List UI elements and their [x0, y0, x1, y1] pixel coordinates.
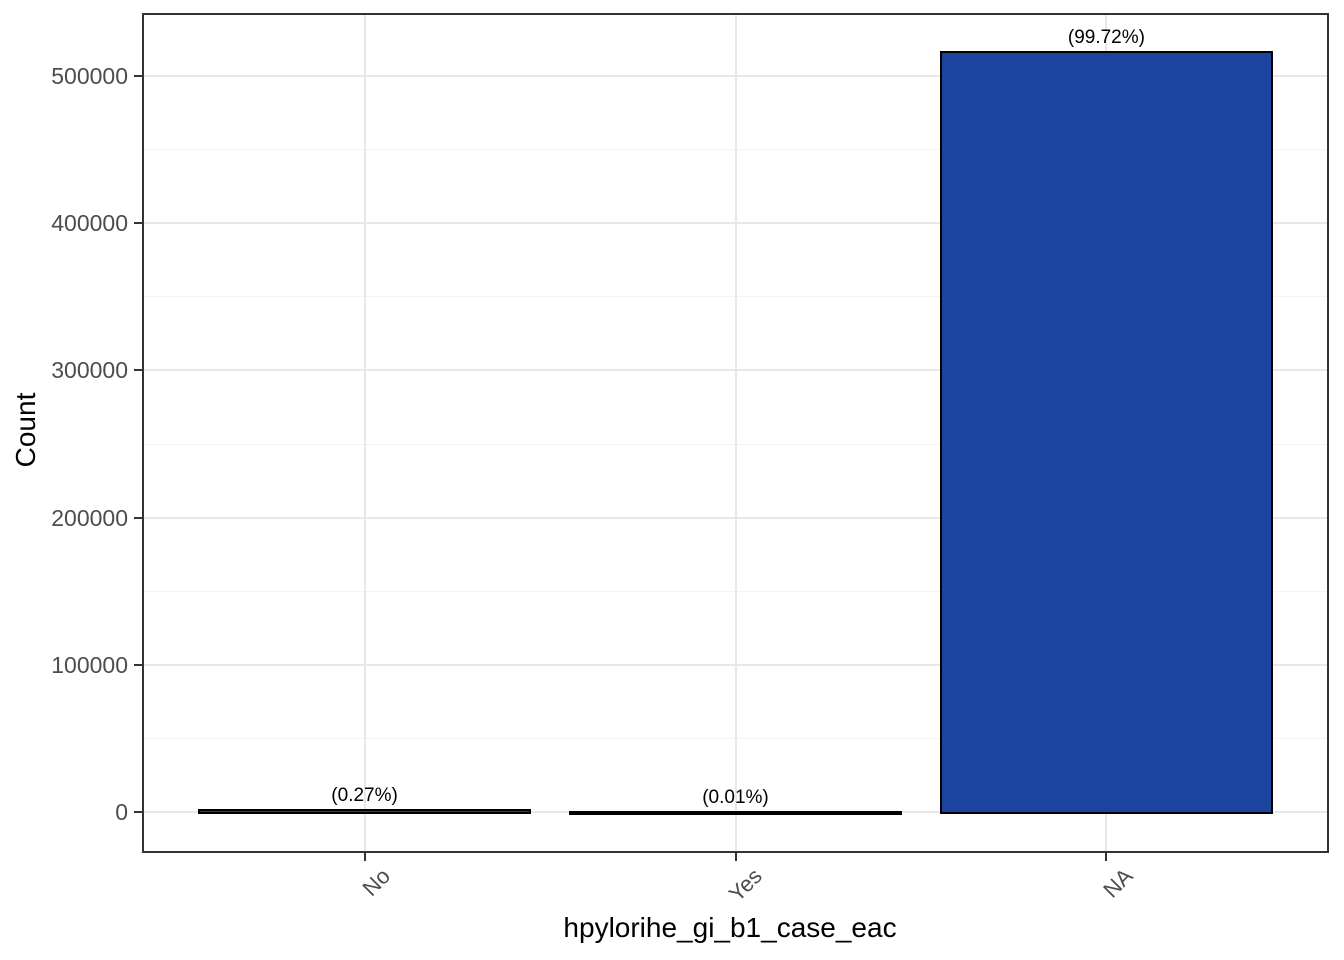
- x-tick-label-no: No: [357, 863, 396, 901]
- gridline-major-x: [363, 13, 366, 853]
- y-tick-mark: [134, 74, 142, 77]
- y-tick-mark: [134, 664, 142, 667]
- x-tick-mark: [1105, 853, 1108, 861]
- y-tick-label: 300000: [51, 357, 128, 384]
- bar-na: [939, 50, 1274, 814]
- bar-value-label: (0.27%): [331, 785, 398, 807]
- y-tick-label: 0: [115, 799, 128, 826]
- y-tick-mark: [134, 369, 142, 372]
- gridline-major-x: [734, 13, 737, 853]
- plot-panel: (0.27%) (0.01%) (99.72%): [142, 13, 1329, 853]
- x-tick-label-na: NA: [1098, 863, 1138, 903]
- x-tick-label-yes: Yes: [723, 863, 767, 907]
- y-tick-mark: [134, 222, 142, 224]
- y-tick-mark: [134, 516, 142, 519]
- bar-layer: (0.27%) (0.01%) (99.72%): [142, 13, 1329, 853]
- bar-value-label: (99.72%): [1067, 26, 1145, 48]
- y-tick-label: 200000: [51, 504, 128, 531]
- y-tick-label: 500000: [51, 62, 128, 89]
- bar-no: [197, 809, 532, 814]
- x-axis-title: hpylorihe_gi_b1_case_eac: [563, 912, 897, 943]
- y-tick-label: 100000: [51, 652, 128, 679]
- bar-value-label: (0.01%): [702, 786, 769, 808]
- y-tick-label: 400000: [51, 210, 128, 236]
- bar-yes: [568, 810, 903, 815]
- x-tick-mark: [363, 853, 366, 861]
- y-tick-mark: [134, 811, 142, 814]
- x-tick-mark: [734, 853, 737, 861]
- y-axis-title: Count: [10, 392, 41, 468]
